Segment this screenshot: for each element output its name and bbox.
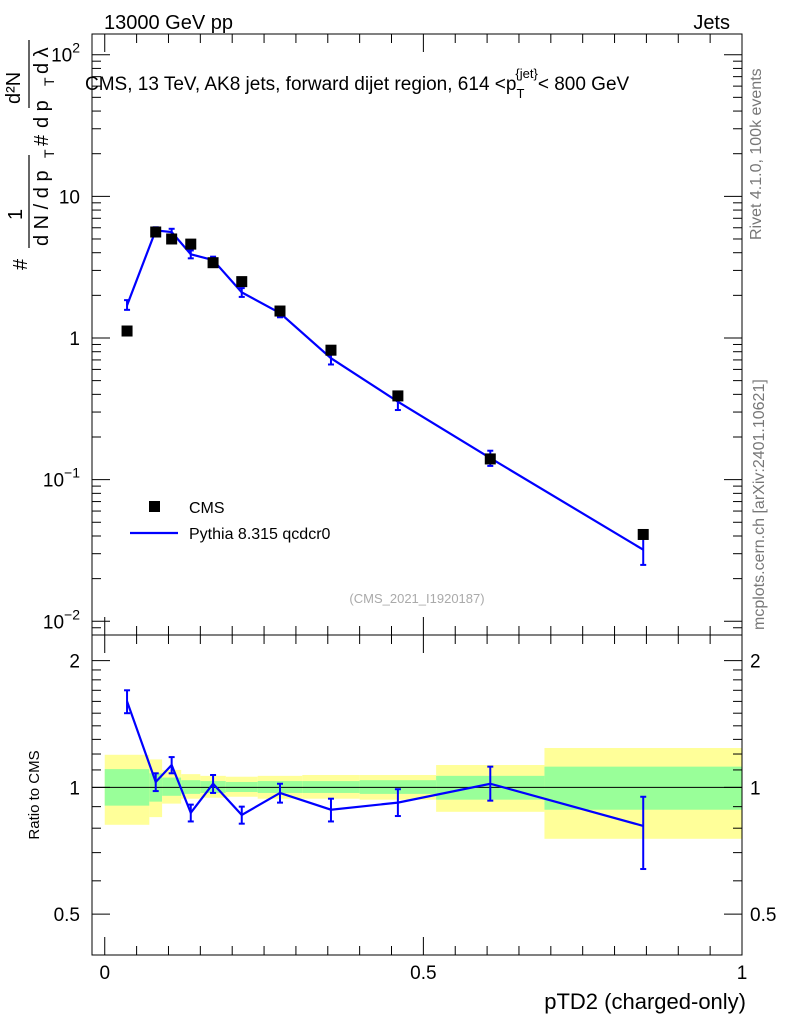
- legend: CMS Pythia 8.315 qcdcr0: [130, 500, 331, 543]
- cms-point: [325, 344, 337, 356]
- svg-text:d²N: d²N: [3, 72, 25, 104]
- main-frame: [91, 33, 743, 636]
- rivet-label: Rivet 4.1.0, 100k events: [748, 68, 765, 240]
- ratio-y-tick-label: 0.5: [54, 905, 80, 926]
- ratio-ylabel: Ratio to CMS: [26, 750, 43, 839]
- cms-point: [185, 238, 197, 250]
- ratio-pythia-series: [124, 689, 647, 871]
- svg-text:T: T: [41, 77, 57, 86]
- cms-point: [236, 276, 248, 288]
- ratio-frame: [91, 634, 743, 956]
- cms-point: [207, 257, 219, 269]
- x-tick-label: 0.5: [410, 963, 436, 984]
- svg-text:#: #: [10, 258, 32, 270]
- main-y-tick-label: 1: [69, 329, 80, 350]
- cms-point: [484, 453, 496, 465]
- ratio-axis-ticks: 0.5 0.5 1 1 2 2: [54, 652, 776, 956]
- svg-text:d p: d p: [31, 100, 53, 128]
- legend-pythia-label: Pythia 8.315 qcdcr0: [189, 526, 331, 543]
- main-ylabel: # 1 d N / d p T # d²N d p T d λ: [3, 40, 57, 270]
- ratio-y-tick-label: 1: [69, 778, 80, 799]
- svg-text:d λ: d λ: [31, 47, 53, 74]
- ratio-y-tick-label-right: 2: [750, 652, 761, 673]
- x-axis-ticks: 0 0.5 1: [99, 34, 747, 984]
- main-title: CMS, 13 TeV, AK8 jets, forward dijet reg…: [85, 66, 630, 101]
- energy-label: 13000 GeV pp: [104, 12, 233, 34]
- reference-label: (CMS_2021_I1920187): [349, 591, 484, 606]
- category-label: Jets: [693, 12, 730, 34]
- ratio-y-tick-label-right: 0.5: [750, 905, 776, 926]
- mcplots-label: mcplots.cern.ch [arXiv:2401.10621]: [751, 379, 768, 630]
- ratio-y-tick-label: 2: [69, 652, 80, 673]
- main-y-tick-label: 10−1: [43, 465, 80, 492]
- cms-point: [637, 528, 649, 540]
- cms-point: [274, 305, 286, 317]
- svg-text:d N / d p: d N / d p: [31, 170, 53, 246]
- main-axis-ticks: 10−2 10−1 1 10 102: [43, 40, 742, 636]
- ratio-y-tick-label-right: 1: [750, 778, 761, 799]
- x-tick-label: 1: [737, 963, 748, 984]
- cms-point: [150, 226, 162, 238]
- svg-text:#: #: [31, 134, 53, 146]
- svg-text:T: T: [41, 149, 57, 158]
- legend-cms-marker: [149, 501, 160, 512]
- main-cms-series: [121, 226, 649, 540]
- cms-point: [121, 325, 133, 337]
- x-tick-label: 0: [99, 963, 110, 984]
- cms-point: [166, 233, 178, 245]
- legend-cms-label: CMS: [189, 500, 225, 517]
- ratio-uncertainty-bands: [104, 748, 742, 839]
- ratio-band-green: [162, 777, 182, 796]
- main-y-tick-label: 10: [59, 187, 80, 208]
- x-axis-label: pTD2 (charged-only): [544, 989, 746, 1014]
- svg-text:1: 1: [5, 209, 27, 220]
- main-y-tick-label: 10−2: [43, 606, 80, 633]
- cms-point: [392, 390, 404, 402]
- main-y-tick-label: 102: [51, 40, 80, 67]
